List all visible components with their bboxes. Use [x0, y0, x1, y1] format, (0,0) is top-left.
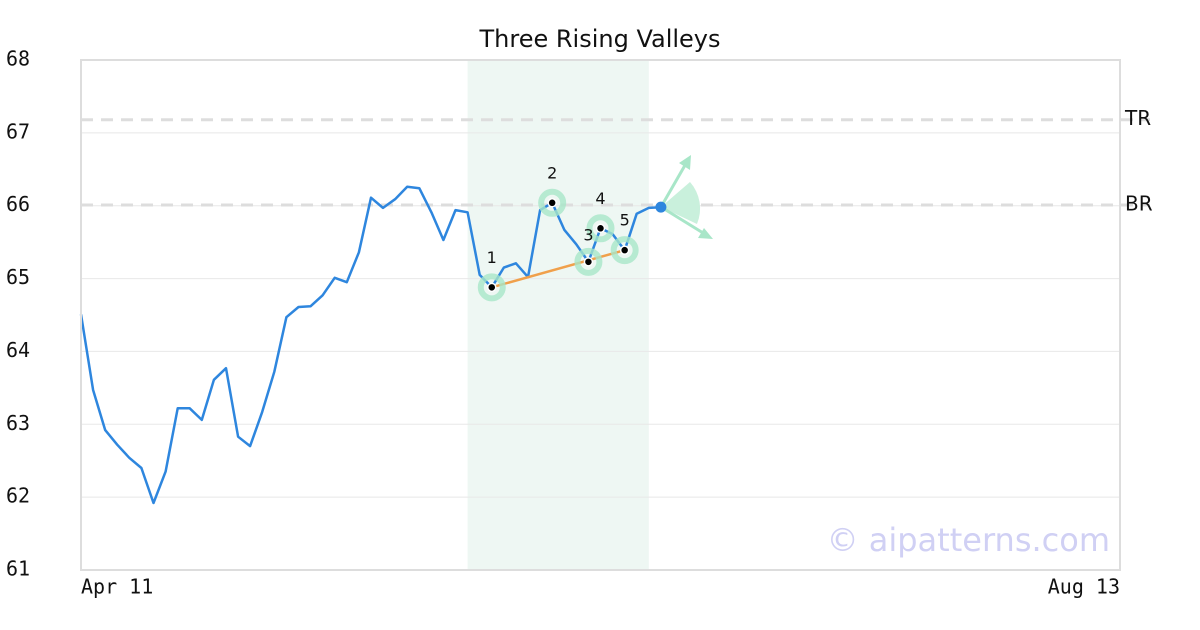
- y-tick-label: 62: [6, 484, 30, 508]
- arrow-head: [679, 155, 691, 170]
- pattern-point: [595, 223, 606, 234]
- x-tick-label: Aug 13: [1048, 575, 1120, 599]
- y-tick-label: 68: [6, 47, 30, 71]
- last-point: [655, 201, 667, 213]
- pattern-region: [467, 60, 649, 570]
- watermark: © aipatterns.com: [827, 521, 1110, 559]
- pattern-label: 2: [547, 163, 557, 182]
- pattern-label: 1: [487, 248, 497, 267]
- level-label: BR: [1125, 191, 1153, 215]
- trend-line: [491, 248, 625, 289]
- y-tick-label: 65: [6, 265, 30, 289]
- arrow-head: [698, 228, 713, 239]
- pattern-halo: [610, 236, 639, 265]
- pattern-halo: [586, 214, 615, 243]
- pattern-halo: [477, 273, 506, 302]
- y-tick-label: 63: [6, 411, 30, 435]
- arrow-up: [659, 159, 690, 208]
- pattern-halo: [574, 247, 603, 276]
- plot-frame: [80, 59, 1121, 571]
- y-tick-label: 61: [6, 557, 30, 581]
- plot-background: [81, 59, 1150, 571]
- plot: [79, 185, 661, 505]
- pattern-halo: [538, 188, 567, 217]
- x-tick-label: Apr 11: [81, 575, 153, 599]
- pattern-point: [619, 245, 630, 255]
- pattern-label: 3: [583, 225, 593, 244]
- direction-arrows: [659, 155, 713, 239]
- pattern-point: [583, 257, 594, 267]
- y-tick-label: 66: [6, 192, 30, 216]
- arrow-down: [660, 205, 709, 238]
- price-line: [79, 185, 661, 505]
- pattern-point: [487, 282, 497, 293]
- pattern-label: 4: [595, 189, 605, 208]
- y-tick-label: 64: [6, 338, 30, 362]
- pattern-label: 5: [620, 211, 630, 230]
- level-label: TR: [1124, 106, 1151, 130]
- pattern-point: [547, 198, 557, 208]
- chart-title: Three Rising Valleys: [478, 25, 720, 53]
- y-tick-label: 67: [6, 119, 30, 143]
- arrow-sector: [661, 182, 701, 224]
